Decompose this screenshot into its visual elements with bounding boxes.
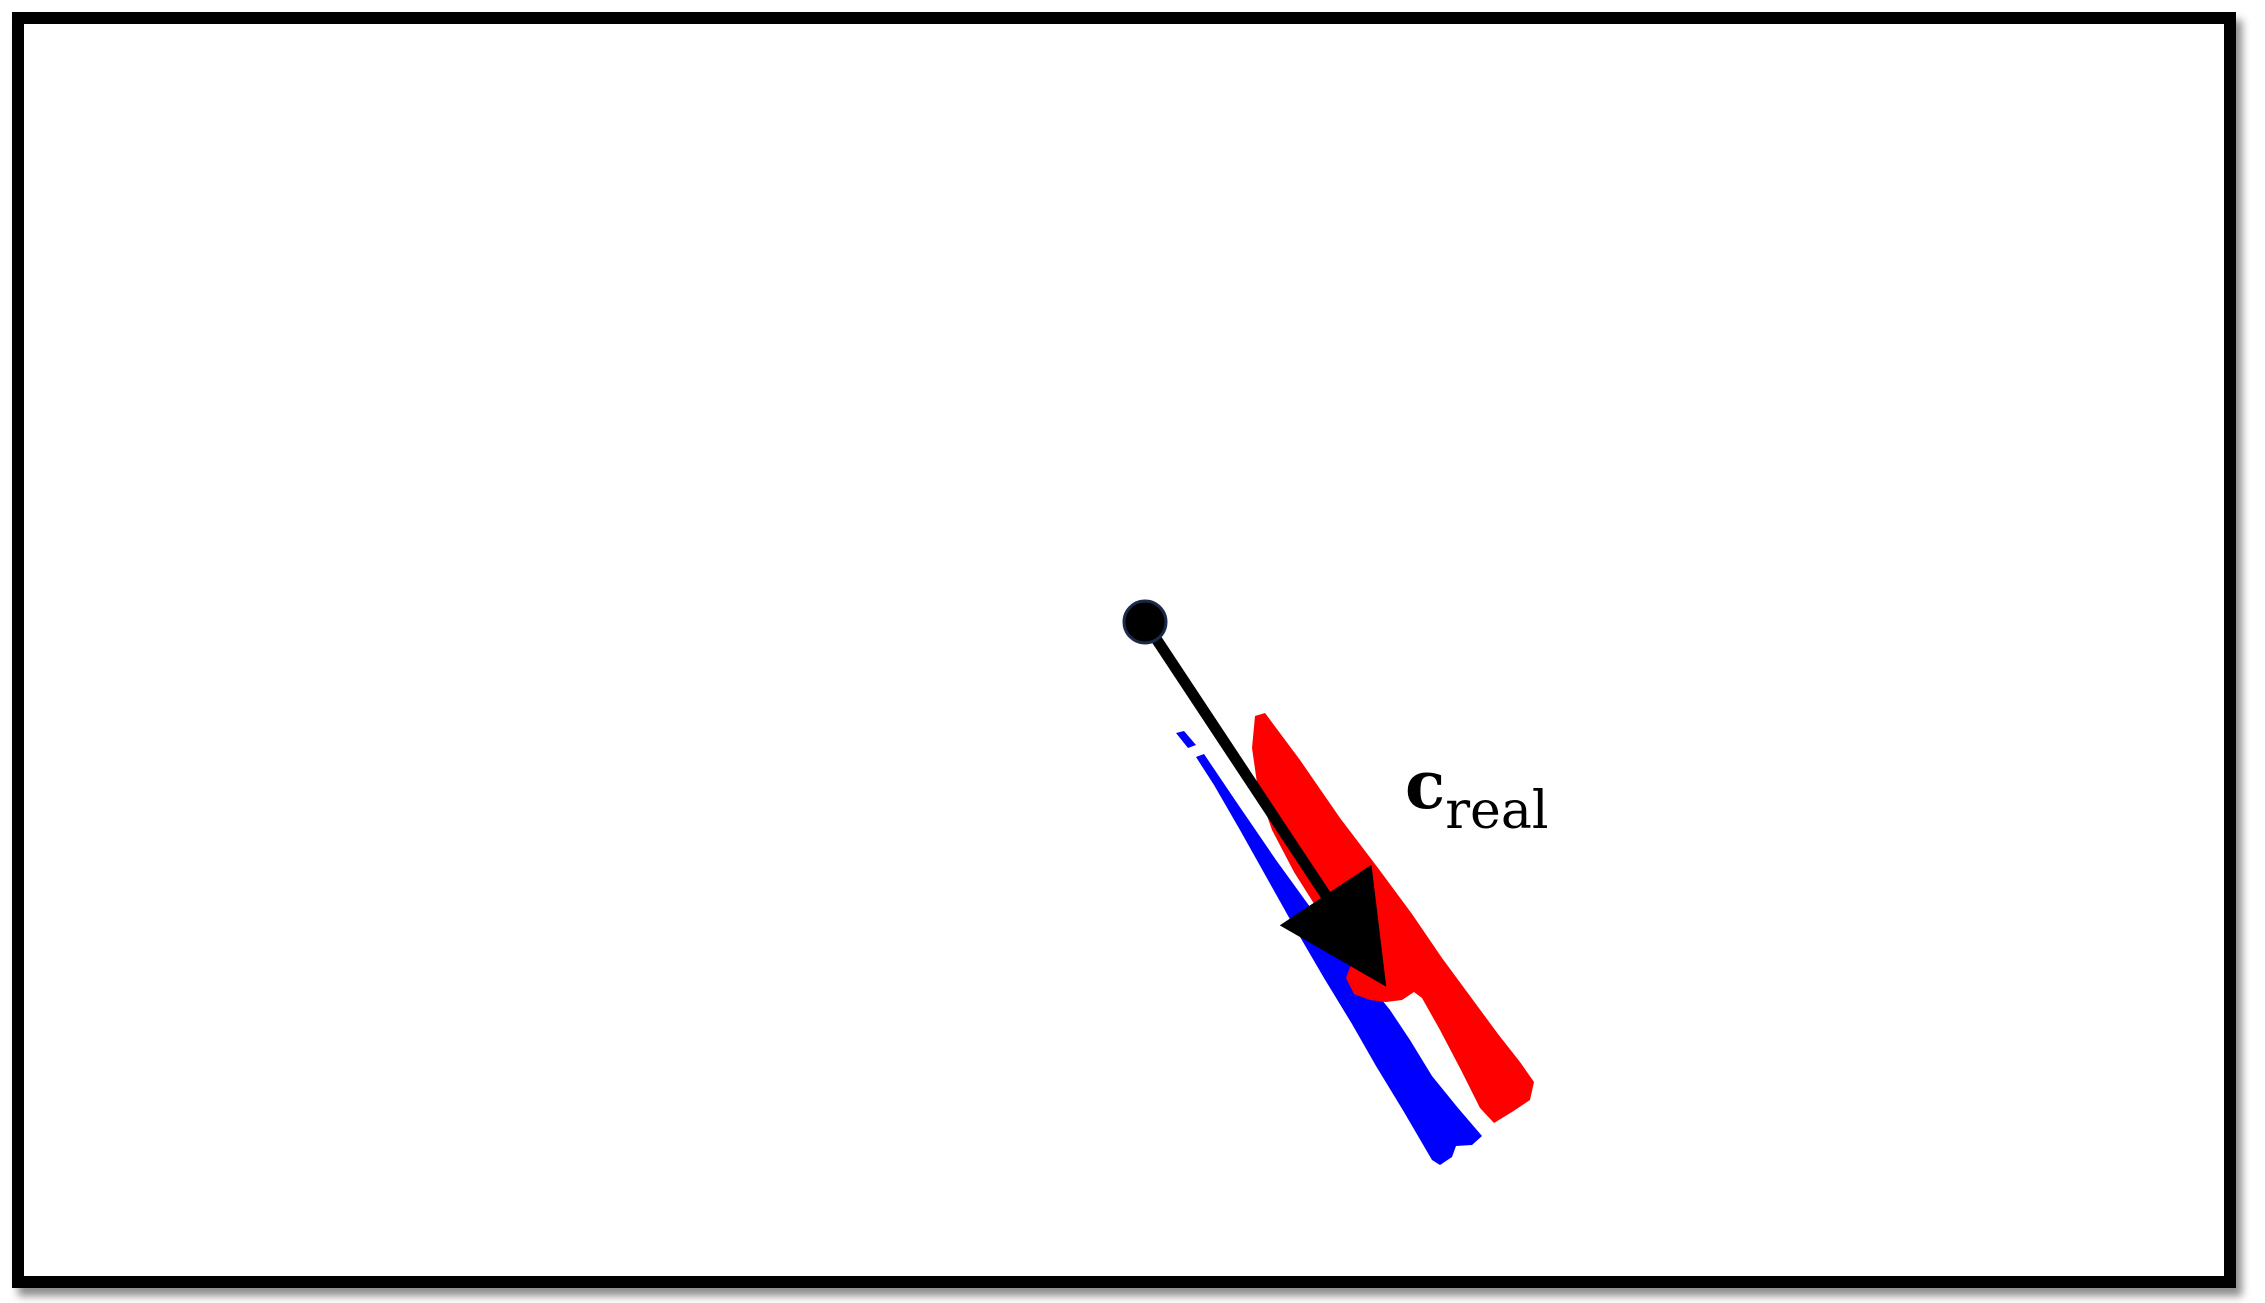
c-real-arrow <box>1139 616 1387 987</box>
blue-object-tip <box>1176 731 1196 748</box>
vector-label-subscript: real <box>1445 781 1548 841</box>
vector-label: creal <box>1405 746 1548 841</box>
diagram-frame <box>12 12 2236 1288</box>
red-object <box>1252 713 1534 1123</box>
vector-label-main: c <box>1405 746 1445 824</box>
red-object-body <box>1252 713 1534 1123</box>
origin-point <box>1122 599 1168 645</box>
